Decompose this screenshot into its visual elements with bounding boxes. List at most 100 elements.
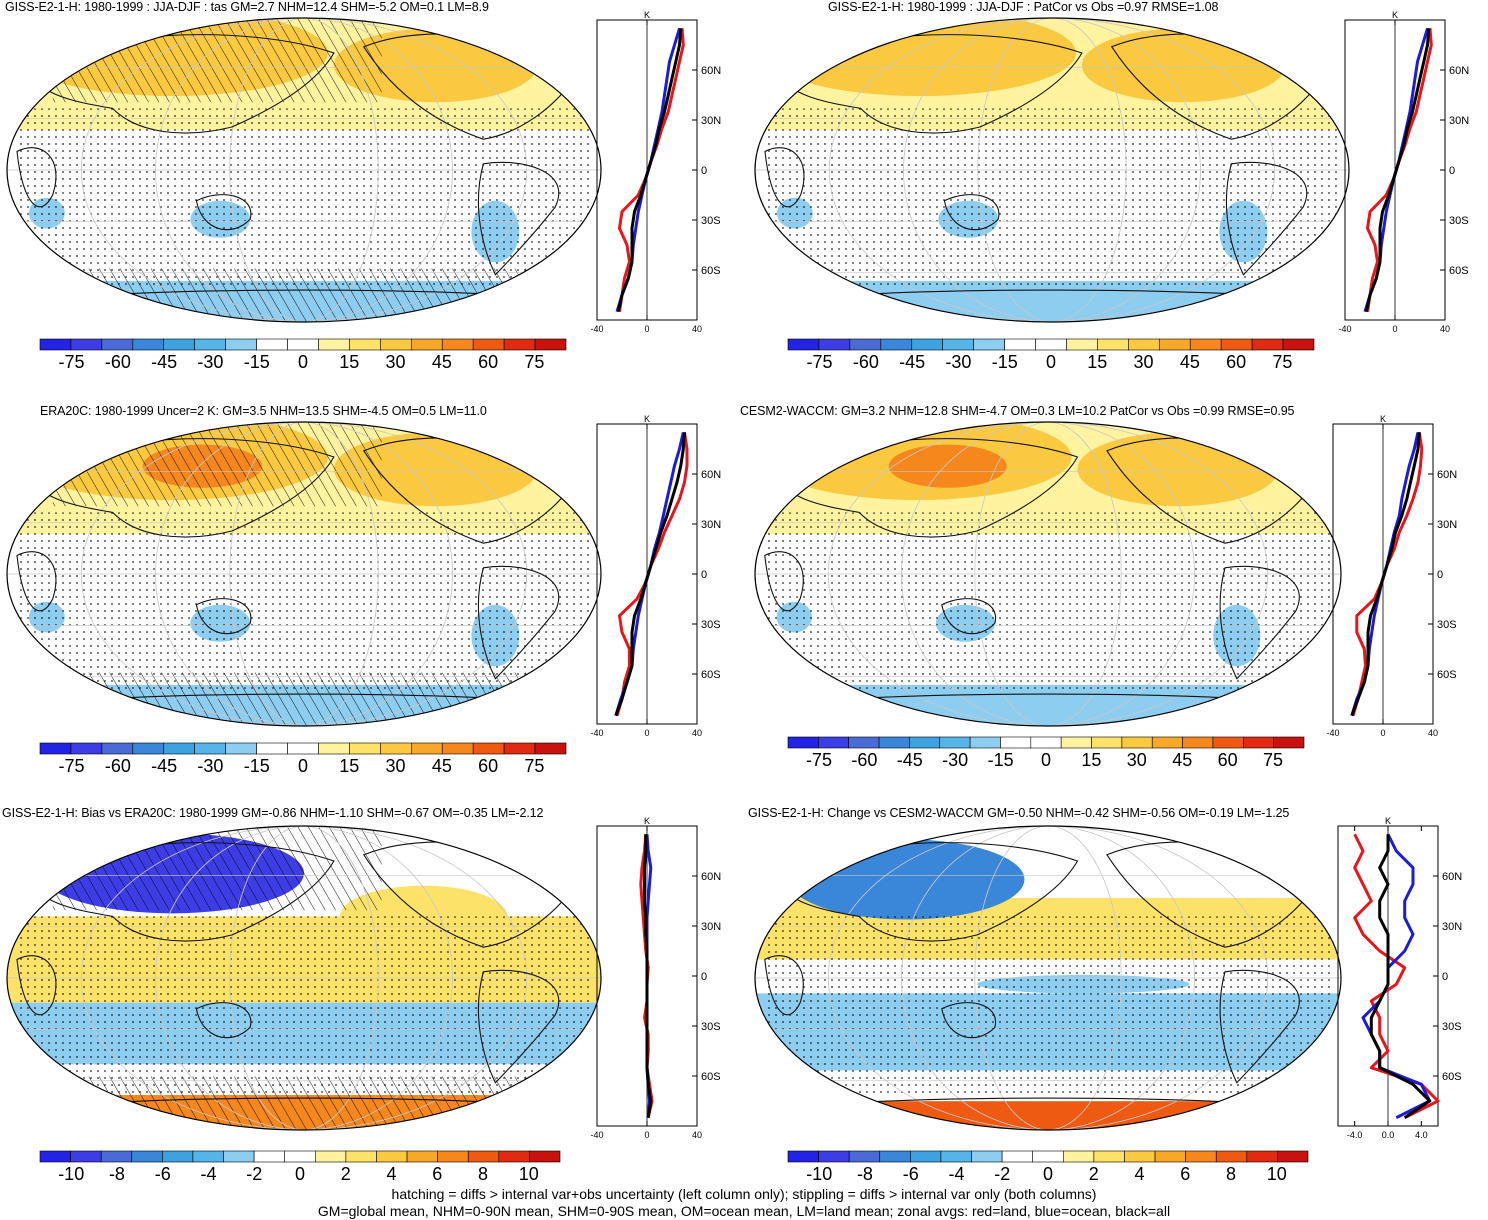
colorbar-swatch bbox=[225, 338, 257, 351]
y-tick-label: 0 bbox=[701, 165, 707, 177]
colorbar-label: 45 bbox=[1172, 750, 1192, 770]
colorbar-swatch bbox=[132, 338, 165, 351]
colorbar-label: 75 bbox=[524, 756, 544, 776]
colorbar-label: 75 bbox=[524, 352, 544, 372]
zonal-line-all bbox=[616, 28, 683, 313]
colorbar-swatch bbox=[787, 736, 819, 749]
colorbar-swatch bbox=[1066, 338, 1098, 351]
zonal-line-all bbox=[1369, 834, 1432, 1119]
y-tick-label: 30S bbox=[1437, 619, 1457, 631]
colorbar-label: -60 bbox=[853, 352, 879, 372]
unit-label: K bbox=[644, 414, 650, 424]
colorbar-swatch bbox=[101, 742, 134, 755]
warm-change-antarctic bbox=[755, 1101, 1341, 1130]
map-border bbox=[754, 421, 1342, 727]
colorbar-swatch bbox=[880, 338, 913, 351]
colorbar-label: 30 bbox=[386, 352, 406, 372]
colorbar-swatch bbox=[163, 742, 196, 755]
x-tick-label: 40 bbox=[1440, 324, 1450, 334]
colorbar-swatch bbox=[1093, 1150, 1125, 1163]
y-tick-label: 30S bbox=[1442, 1021, 1462, 1033]
colorbar-label: 60 bbox=[1226, 352, 1246, 372]
colorbar-label: -60 bbox=[105, 756, 131, 776]
colorbar-label: 0 bbox=[1041, 750, 1051, 770]
x-tick-label: -4.0 bbox=[1347, 1130, 1363, 1140]
colorbar-swatch bbox=[818, 736, 850, 749]
colorbar-swatch bbox=[848, 736, 880, 749]
zonal-line-all bbox=[614, 432, 686, 717]
map-border bbox=[754, 825, 1342, 1131]
colorbar-label: 8 bbox=[478, 1164, 488, 1184]
stippling bbox=[16, 108, 592, 288]
colorbar-swatch bbox=[349, 742, 381, 755]
colorbar-label: -4 bbox=[948, 1164, 964, 1184]
x-tick-label: -40 bbox=[590, 728, 603, 738]
coastline bbox=[941, 1002, 997, 1039]
y-tick-label: 60N bbox=[701, 65, 721, 77]
x-tick-label: 40 bbox=[1428, 728, 1438, 738]
colorbar: -75 -60 -45 -30 -15 0 15 30 45 60 75 bbox=[787, 736, 1305, 770]
y-tick-label: 30N bbox=[1442, 921, 1462, 933]
colorbar-label: 60 bbox=[1218, 750, 1238, 770]
panel-title: GISS-E2-1-H: 1980-1999 : JJA-DJF : PatCo… bbox=[828, 0, 1219, 14]
colorbar-swatch bbox=[529, 1150, 561, 1163]
coastline bbox=[1225, 161, 1308, 276]
colorbar-swatch bbox=[223, 1150, 255, 1163]
zonal-mean-plot: K -40 0 40 60N 30N 0 30S 60S bbox=[1326, 414, 1457, 738]
unit-label: K bbox=[1392, 10, 1398, 20]
coastline bbox=[16, 955, 57, 1016]
x-tick-label: 40 bbox=[692, 324, 702, 334]
colorbar-swatch bbox=[909, 736, 941, 749]
colorbar-swatch bbox=[942, 338, 974, 351]
zonal-line-all bbox=[643, 834, 653, 1118]
colorbar-swatch bbox=[101, 338, 134, 351]
coastline bbox=[1219, 969, 1300, 1084]
colorbar-swatch bbox=[787, 338, 820, 351]
x-tick-label: 0 bbox=[644, 324, 649, 334]
colorbar-swatch bbox=[380, 338, 412, 351]
colorbar-label: 0 bbox=[295, 1164, 305, 1184]
colorbar: -75 -60 -45 -30 -15 0 15 30 45 60 75 bbox=[39, 742, 567, 776]
colorbar-label: -30 bbox=[197, 352, 223, 372]
colorbar-swatch bbox=[70, 338, 103, 351]
zonal-mean-plot: K -40 0 40 60N 30N 0 30S 60S bbox=[590, 816, 721, 1140]
panel-p1: GISS-E2-1-H: 1980-1999 : JJA-DJF : tas G… bbox=[0, 0, 744, 403]
y-tick-label: 30S bbox=[701, 215, 721, 227]
hatching-south bbox=[7, 1076, 601, 1130]
zonal-mean-plot: K -4.0 0.0 4.0 60N 30N 0 30S 60S bbox=[1337, 816, 1462, 1140]
colorbar-swatch bbox=[318, 742, 350, 755]
colorbar-swatch bbox=[534, 742, 567, 755]
colorbar-swatch bbox=[163, 338, 196, 351]
colorbar-swatch bbox=[441, 742, 474, 755]
coastline bbox=[477, 565, 560, 680]
colorbar-label: -30 bbox=[942, 750, 968, 770]
y-tick-label: 30N bbox=[701, 115, 721, 127]
colorbar-swatch bbox=[131, 1150, 163, 1163]
y-tick-label: 30N bbox=[701, 519, 721, 531]
map-plot bbox=[754, 825, 1342, 1131]
colorbar-label: 0 bbox=[1043, 1164, 1053, 1184]
colorbar-label: -8 bbox=[109, 1164, 125, 1184]
colorbar-label: -15 bbox=[992, 352, 1018, 372]
x-tick-label: 40 bbox=[692, 728, 702, 738]
colorbar-swatch bbox=[1124, 1150, 1156, 1163]
colorbar-swatch bbox=[1158, 338, 1191, 351]
colorbar-label: -4 bbox=[200, 1164, 216, 1184]
colorbar-swatch bbox=[1220, 338, 1253, 351]
colorbar-label: -8 bbox=[857, 1164, 873, 1184]
colorbar-swatch bbox=[1154, 1150, 1186, 1163]
colorbar-label: 0 bbox=[298, 352, 308, 372]
zonal-mean-plot: K -40 0 40 60N 30N 0 30S 60S bbox=[1338, 10, 1469, 334]
zonal-mean-plot: K -40 0 40 60N 30N 0 30S 60S bbox=[590, 10, 721, 334]
coastline bbox=[764, 955, 804, 1016]
colorbar-swatch bbox=[345, 1150, 377, 1163]
coastline bbox=[195, 1002, 252, 1039]
colorbar-swatch bbox=[1182, 736, 1214, 749]
coastline bbox=[943, 194, 1000, 231]
colorbar-swatch bbox=[1097, 338, 1129, 351]
colorbar-swatch bbox=[1121, 736, 1153, 749]
stippling bbox=[16, 512, 592, 692]
colorbar-swatch bbox=[410, 338, 443, 351]
coastline bbox=[195, 598, 252, 635]
colorbar-swatch bbox=[879, 1150, 911, 1163]
